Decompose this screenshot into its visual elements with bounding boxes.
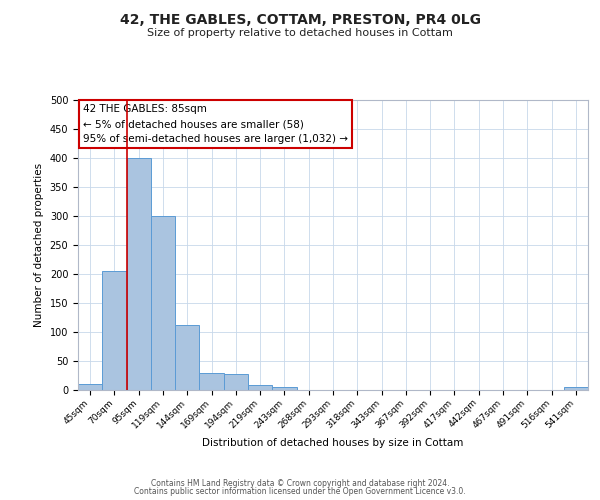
Bar: [151, 216, 175, 390]
Y-axis label: Number of detached properties: Number of detached properties: [34, 163, 44, 327]
Bar: [248, 386, 272, 390]
Bar: [78, 384, 102, 390]
Bar: [224, 374, 248, 390]
Bar: [127, 158, 151, 390]
Bar: [102, 271, 127, 390]
Text: Size of property relative to detached houses in Cottam: Size of property relative to detached ho…: [147, 28, 453, 38]
Text: Contains HM Land Registry data © Crown copyright and database right 2024.: Contains HM Land Registry data © Crown c…: [151, 478, 449, 488]
Bar: [199, 372, 224, 390]
Bar: [175, 325, 199, 390]
Text: Contains public sector information licensed under the Open Government Licence v3: Contains public sector information licen…: [134, 487, 466, 496]
Bar: [272, 386, 296, 390]
Bar: [564, 387, 588, 390]
Text: 42, THE GABLES, COTTAM, PRESTON, PR4 0LG: 42, THE GABLES, COTTAM, PRESTON, PR4 0LG: [119, 12, 481, 26]
Text: 42 THE GABLES: 85sqm
← 5% of detached houses are smaller (58)
95% of semi-detach: 42 THE GABLES: 85sqm ← 5% of detached ho…: [83, 104, 348, 144]
X-axis label: Distribution of detached houses by size in Cottam: Distribution of detached houses by size …: [202, 438, 464, 448]
